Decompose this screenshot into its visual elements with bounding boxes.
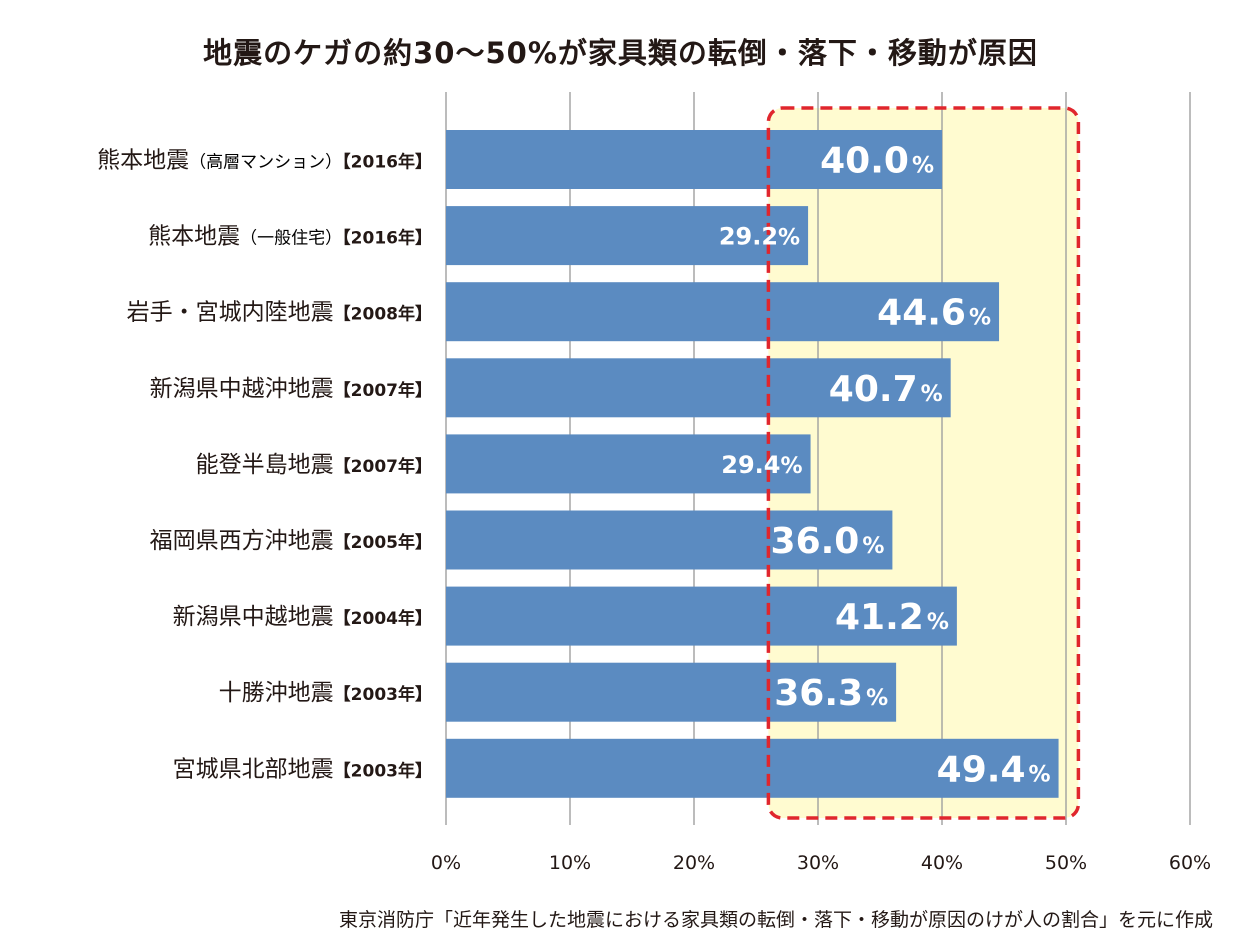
bar xyxy=(446,662,897,722)
category-label: 新潟県中越地震【2004年】 xyxy=(173,604,432,630)
category-label: 熊本地震（一般住宅）【2016年】 xyxy=(148,224,432,250)
value-label: 36.3% xyxy=(774,673,888,714)
value-label: 40.0% xyxy=(820,141,934,182)
category-label: 十勝沖地震【2003年】 xyxy=(219,680,432,706)
value-label: 41.2% xyxy=(835,597,949,638)
highlight-border xyxy=(766,106,1081,820)
category-label: 能登半島地震【2007年】 xyxy=(196,452,432,478)
bar xyxy=(446,434,811,494)
category-label: 熊本地震（高層マンション）【2016年】 xyxy=(97,148,432,174)
value-label: 29.2% xyxy=(719,223,800,251)
bar xyxy=(446,130,942,189)
bar xyxy=(446,586,957,646)
bar xyxy=(446,206,809,266)
bar xyxy=(446,738,1059,798)
category-label: 宮城県北部地震【2003年】 xyxy=(173,756,432,782)
category-label: 新潟県中越沖地震【2007年】 xyxy=(150,376,432,402)
chart-title: 地震のケガの約30〜50%が家具類の転倒・落下・移動が原因 xyxy=(203,36,1038,70)
x-tick-label: 10% xyxy=(549,852,591,874)
bar xyxy=(446,358,951,418)
bar xyxy=(446,510,893,570)
value-label: 40.7% xyxy=(829,369,943,410)
value-label: 44.6% xyxy=(877,293,991,334)
bar xyxy=(446,282,1000,342)
value-label: 29.4% xyxy=(721,451,802,479)
x-tick-label: 40% xyxy=(921,852,963,874)
category-label: 岩手・宮城内陸地震【2008年】 xyxy=(127,300,432,326)
x-tick-label: 50% xyxy=(1045,852,1087,874)
value-label: 49.4% xyxy=(937,749,1051,790)
source-note: 東京消防庁「近年発生した地震における家具類の転倒・落下・移動が原因のけが人の割合… xyxy=(338,909,1213,931)
x-tick-label: 0% xyxy=(431,852,461,874)
x-tick-label: 60% xyxy=(1169,852,1211,874)
x-tick-label: 20% xyxy=(673,852,715,874)
category-label: 福岡県西方沖地震【2005年】 xyxy=(150,528,432,554)
value-label: 36.0% xyxy=(771,521,885,562)
x-tick-label: 30% xyxy=(797,852,839,874)
